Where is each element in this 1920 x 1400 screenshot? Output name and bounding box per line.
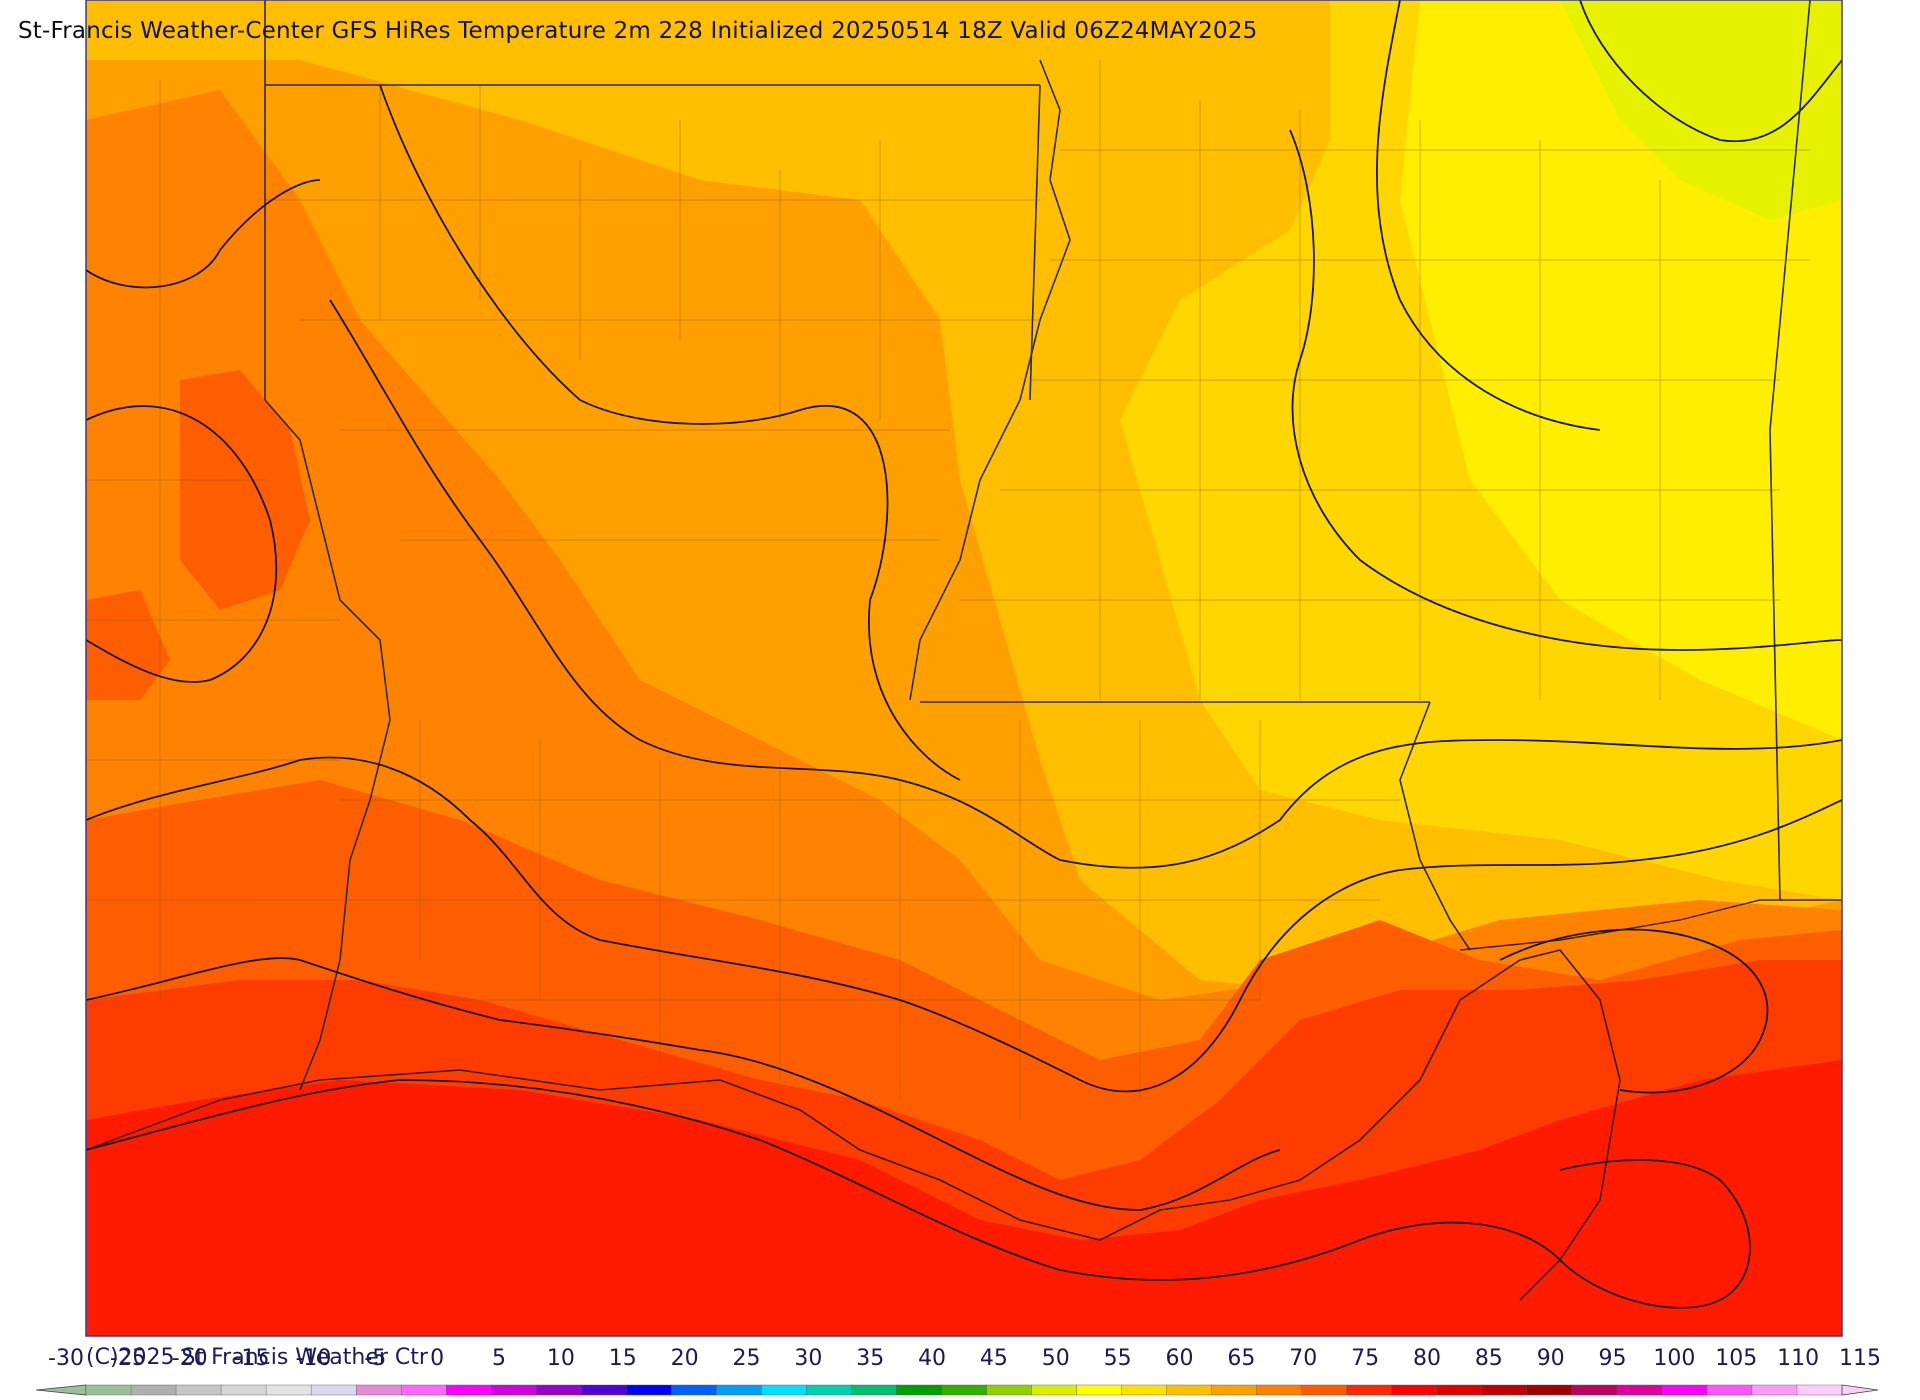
colorbar-swatch: [806, 1384, 853, 1396]
colorbar-swatch: [1391, 1384, 1438, 1396]
colorbar-left-arrow: [35, 1384, 87, 1396]
colorbar-swatch: [986, 1384, 1033, 1396]
county-borders: [86, 60, 1810, 1120]
copyright-text: (C)2025 St Francis Weather Ctr: [86, 1345, 428, 1370]
state-borders: [264, 0, 1811, 1091]
colorbar-tick-label: 10: [546, 1346, 575, 1371]
coastline: [86, 949, 1621, 1301]
colorbar-swatch: [85, 1384, 132, 1396]
colorbar-swatch: [1211, 1384, 1258, 1396]
colorbar-tick-label: 105: [1715, 1346, 1758, 1371]
colorbar-swatch: [1076, 1384, 1123, 1396]
colorbar-tick-label: 100: [1653, 1346, 1696, 1371]
colorbar-swatch: [446, 1384, 492, 1396]
colorbar-tick-label: 75: [1351, 1346, 1380, 1371]
colorbar-tick-label: 25: [732, 1346, 761, 1371]
colorbar-tick-label: 80: [1412, 1346, 1441, 1371]
colorbar-swatch: [1436, 1384, 1483, 1396]
colorbar-tick-label: 50: [1041, 1346, 1070, 1371]
colorbar-swatch: [671, 1384, 718, 1396]
colorbar-tick-label: -10: [295, 1346, 332, 1371]
colorbar-swatch: [1706, 1384, 1753, 1396]
colorbar-swatch: [130, 1384, 177, 1396]
colorbar-tick-label: -30: [48, 1346, 84, 1371]
colorbar-swatch: [1031, 1384, 1078, 1396]
fill-far-ne: [1560, 0, 1842, 220]
colorbar-swatch: [1256, 1384, 1303, 1396]
colorbar-swatch: [355, 1384, 402, 1396]
colorbar-tick-label: 5: [492, 1346, 507, 1371]
colorbar-swatch: [1301, 1384, 1348, 1396]
colorbar-swatch: [716, 1384, 763, 1396]
colorbar-tick-label: 35: [856, 1346, 885, 1371]
colorbar-tick-label: -20: [171, 1346, 208, 1371]
colorbar-tick-label: 115: [1839, 1346, 1881, 1371]
colorbar-swatch: [491, 1384, 537, 1396]
colorbar-swatch: [310, 1384, 357, 1396]
colorbar-swatch: [265, 1384, 312, 1396]
colorbar-tick-label: 45: [979, 1346, 1008, 1371]
colorbar-tick-label: -5: [364, 1346, 387, 1371]
colorbar-tick-label: 20: [670, 1346, 699, 1371]
colorbar-swatch: [1481, 1384, 1528, 1396]
colorbar-tick-label: 40: [918, 1346, 947, 1371]
colorbar-swatch: [1121, 1384, 1168, 1396]
colorbar-swatch: [1346, 1384, 1393, 1396]
colorbar-swatch: [1166, 1384, 1213, 1396]
colorbar-swatch: [175, 1384, 222, 1396]
colorbar-swatch: [626, 1384, 673, 1396]
colorbar-tick-label: 60: [1165, 1346, 1194, 1371]
colorbar-swatch: [1796, 1384, 1843, 1396]
colorbar-tick-label: -15: [233, 1346, 270, 1371]
colorbar-tick-label: 65: [1227, 1346, 1256, 1371]
isotherms: [86, 0, 1842, 1309]
colorbar-tick-label: 70: [1289, 1346, 1318, 1371]
colorbar-swatch: [536, 1384, 582, 1396]
colorbar-swatch: [1751, 1384, 1798, 1396]
colorbar-tick-label: 110: [1777, 1346, 1820, 1371]
colorbar-tick-label: 55: [1103, 1346, 1132, 1371]
colorbar-tick-label: 30: [794, 1346, 823, 1371]
colorbar-tick-label: 85: [1474, 1346, 1503, 1371]
colorbar-swatch: [1661, 1384, 1708, 1396]
temperature-map: [85, 0, 1843, 1337]
colorbar-tick-label: -25: [109, 1346, 146, 1371]
colorbar-tick-label: 90: [1536, 1346, 1565, 1371]
colorbar-swatch: [1571, 1384, 1618, 1396]
coastline-east: [1459, 899, 1842, 951]
colorbar-swatch: [941, 1384, 988, 1396]
colorbar-swatch: [896, 1384, 943, 1396]
colorbar-tick-label: 15: [608, 1346, 637, 1371]
colorbar-tick-label: 95: [1598, 1346, 1627, 1371]
colorbar-swatch: [581, 1384, 628, 1396]
colorbar-right-arrow: [1841, 1384, 1879, 1396]
map-title: St-Francis Weather-Center GFS HiRes Temp…: [18, 18, 1258, 44]
fill-gulf: [86, 1060, 1842, 1336]
temperature-colorbar: [35, 1384, 1879, 1396]
colorbar-swatch: [851, 1384, 898, 1396]
colorbar-swatch: [1526, 1384, 1573, 1396]
colorbar-swatch: [1616, 1384, 1663, 1396]
colorbar-swatch: [400, 1384, 447, 1396]
colorbar-swatch: [220, 1384, 267, 1396]
colorbar-swatch: [761, 1384, 808, 1396]
colorbar-tick-label: 0: [430, 1346, 445, 1371]
